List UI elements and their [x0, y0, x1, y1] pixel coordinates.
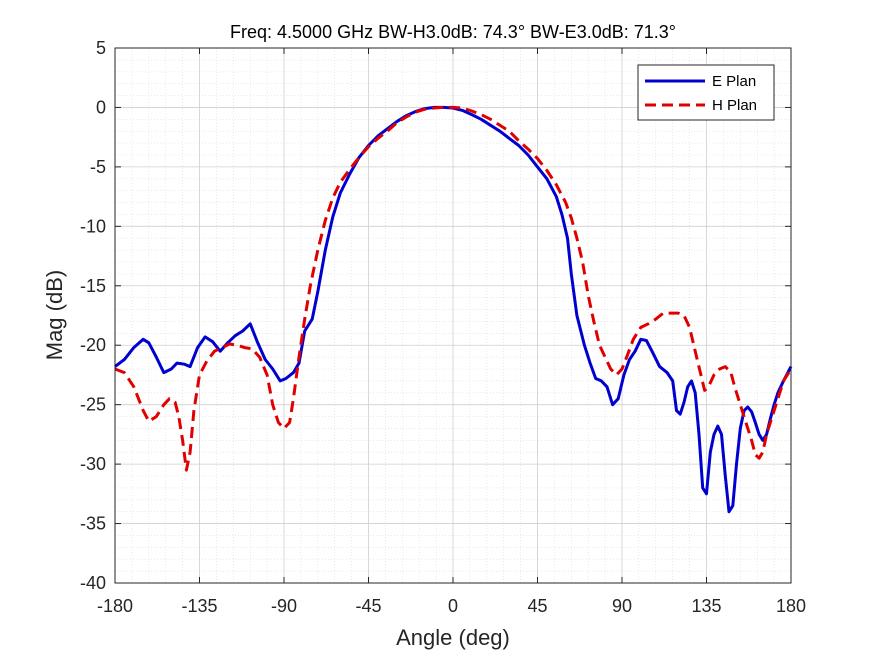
x-tick-label: -45 — [355, 596, 381, 616]
y-tick-label: -35 — [80, 514, 106, 534]
y-tick-label: -10 — [80, 216, 106, 236]
legend-label-h-plan: H Plan — [712, 97, 757, 114]
y-tick-label: -30 — [80, 454, 106, 474]
x-tick-labels: -180 -135 -90 -45 0 45 90 135 180 — [97, 596, 806, 616]
x-tick-label: 180 — [776, 596, 806, 616]
y-tick-label: 5 — [96, 38, 106, 58]
x-tick-label: -135 — [181, 596, 217, 616]
series-line-e-plan — [114, 105, 793, 514]
y-tick-label: -40 — [80, 573, 106, 593]
y-tick-labels: 5 0 -5 -10 -15 -20 -25 -30 -35 -40 — [80, 38, 106, 593]
legend-label-e-plan: E Plan — [712, 73, 756, 90]
series-layer — [114, 105, 793, 514]
y-tick-label: 0 — [96, 97, 106, 117]
x-tick-label: 0 — [448, 596, 458, 616]
legend: E Plan H Plan — [637, 64, 775, 121]
x-tick-label: -180 — [97, 596, 133, 616]
x-axis-label: Angle (deg) — [396, 625, 510, 650]
series-line-h-plan — [114, 105, 793, 472]
y-tick-label: -20 — [80, 335, 106, 355]
x-tick-label: 45 — [527, 596, 547, 616]
x-tick-label: 135 — [691, 596, 721, 616]
y-axis-label: Mag (dB) — [42, 270, 67, 360]
legend-box — [637, 64, 775, 121]
x-tick-label: -90 — [271, 596, 297, 616]
y-tick-label: -15 — [80, 276, 106, 296]
y-tick-label: -25 — [80, 395, 106, 415]
minor-grid — [115, 48, 791, 583]
axis-ticks — [114, 47, 792, 584]
x-tick-label: 90 — [612, 596, 632, 616]
y-tick-label: -5 — [90, 157, 106, 177]
chart-title: Freq: 4.5000 GHz BW-H3.0dB: 74.3° BW-E3.… — [230, 22, 676, 42]
